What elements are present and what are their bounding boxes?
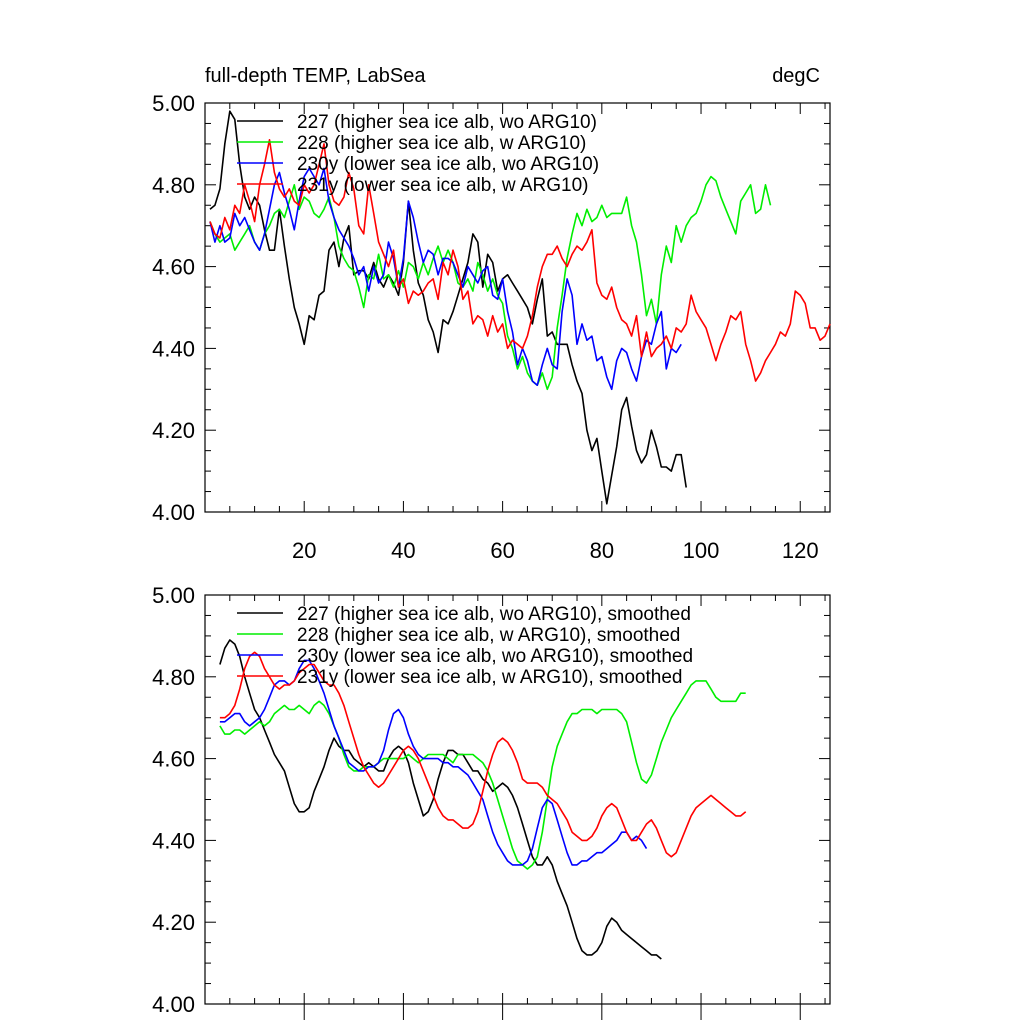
x-tick-label: 60 <box>490 538 514 563</box>
top-panel: full-depth TEMP, LabSea degC 4.00 4.20 4.4… <box>152 65 831 563</box>
series-line-2 <box>209 167 682 391</box>
legend-label-1: 228 (higher sea ice alb, w ARG10) <box>297 133 586 154</box>
y-tick-label: 4.40 <box>152 828 195 853</box>
x-tick-label: 120 <box>782 538 819 563</box>
x-tick-label: 100 <box>683 538 720 563</box>
chart-title-right: degC <box>772 65 820 87</box>
y-tick-label: 5.00 <box>152 583 195 608</box>
y-tick-label: 4.40 <box>152 336 195 361</box>
y-tick-label: 4.00 <box>152 992 195 1017</box>
series-line-2 <box>219 659 648 866</box>
legend-label-3: 231y (lower sea ice alb, w ARG10) <box>297 175 588 196</box>
series-line-1 <box>219 680 746 870</box>
y-tick-label: 4.80 <box>152 173 195 198</box>
legend-label-2: 230y (lower sea ice alb, wo ARG10) <box>297 154 599 175</box>
legend-label-0: 227 (higher sea ice alb, wo ARG10), smoo… <box>297 604 691 625</box>
series-line-0 <box>219 639 662 960</box>
x-tick-label: 80 <box>590 538 614 563</box>
chart-title-left: full-depth TEMP, LabSea <box>205 65 426 87</box>
legend-label-2: 230y (lower sea ice alb, wo ARG10), smoo… <box>297 646 693 667</box>
y-tick-label: 4.00 <box>152 500 195 525</box>
y-tick-label: 4.60 <box>152 747 195 772</box>
y-tick-label: 4.60 <box>152 255 195 280</box>
y-tick-label: 4.20 <box>152 910 195 935</box>
legend-label-0: 227 (higher sea ice alb, wo ARG10) <box>297 112 597 133</box>
y-tick-label: 4.80 <box>152 665 195 690</box>
series-line-3 <box>219 651 747 858</box>
series-line-3 <box>209 139 831 382</box>
y-tick-label: 4.20 <box>152 418 195 443</box>
y-tick-label: 5.00 <box>152 91 195 116</box>
legend-label-3: 231y (lower sea ice alb, w ARG10), smoot… <box>297 667 682 688</box>
legend-label-1: 228 (higher sea ice alb, w ARG10), smoot… <box>297 625 680 646</box>
x-tick-label: 20 <box>292 538 316 563</box>
x-tick-label: 40 <box>391 538 415 563</box>
bottom-panel: 4.00 4.20 4.40 4.60 4.80 5.00 227 (higher sea … <box>152 583 831 1020</box>
series-line-0 <box>209 110 687 505</box>
